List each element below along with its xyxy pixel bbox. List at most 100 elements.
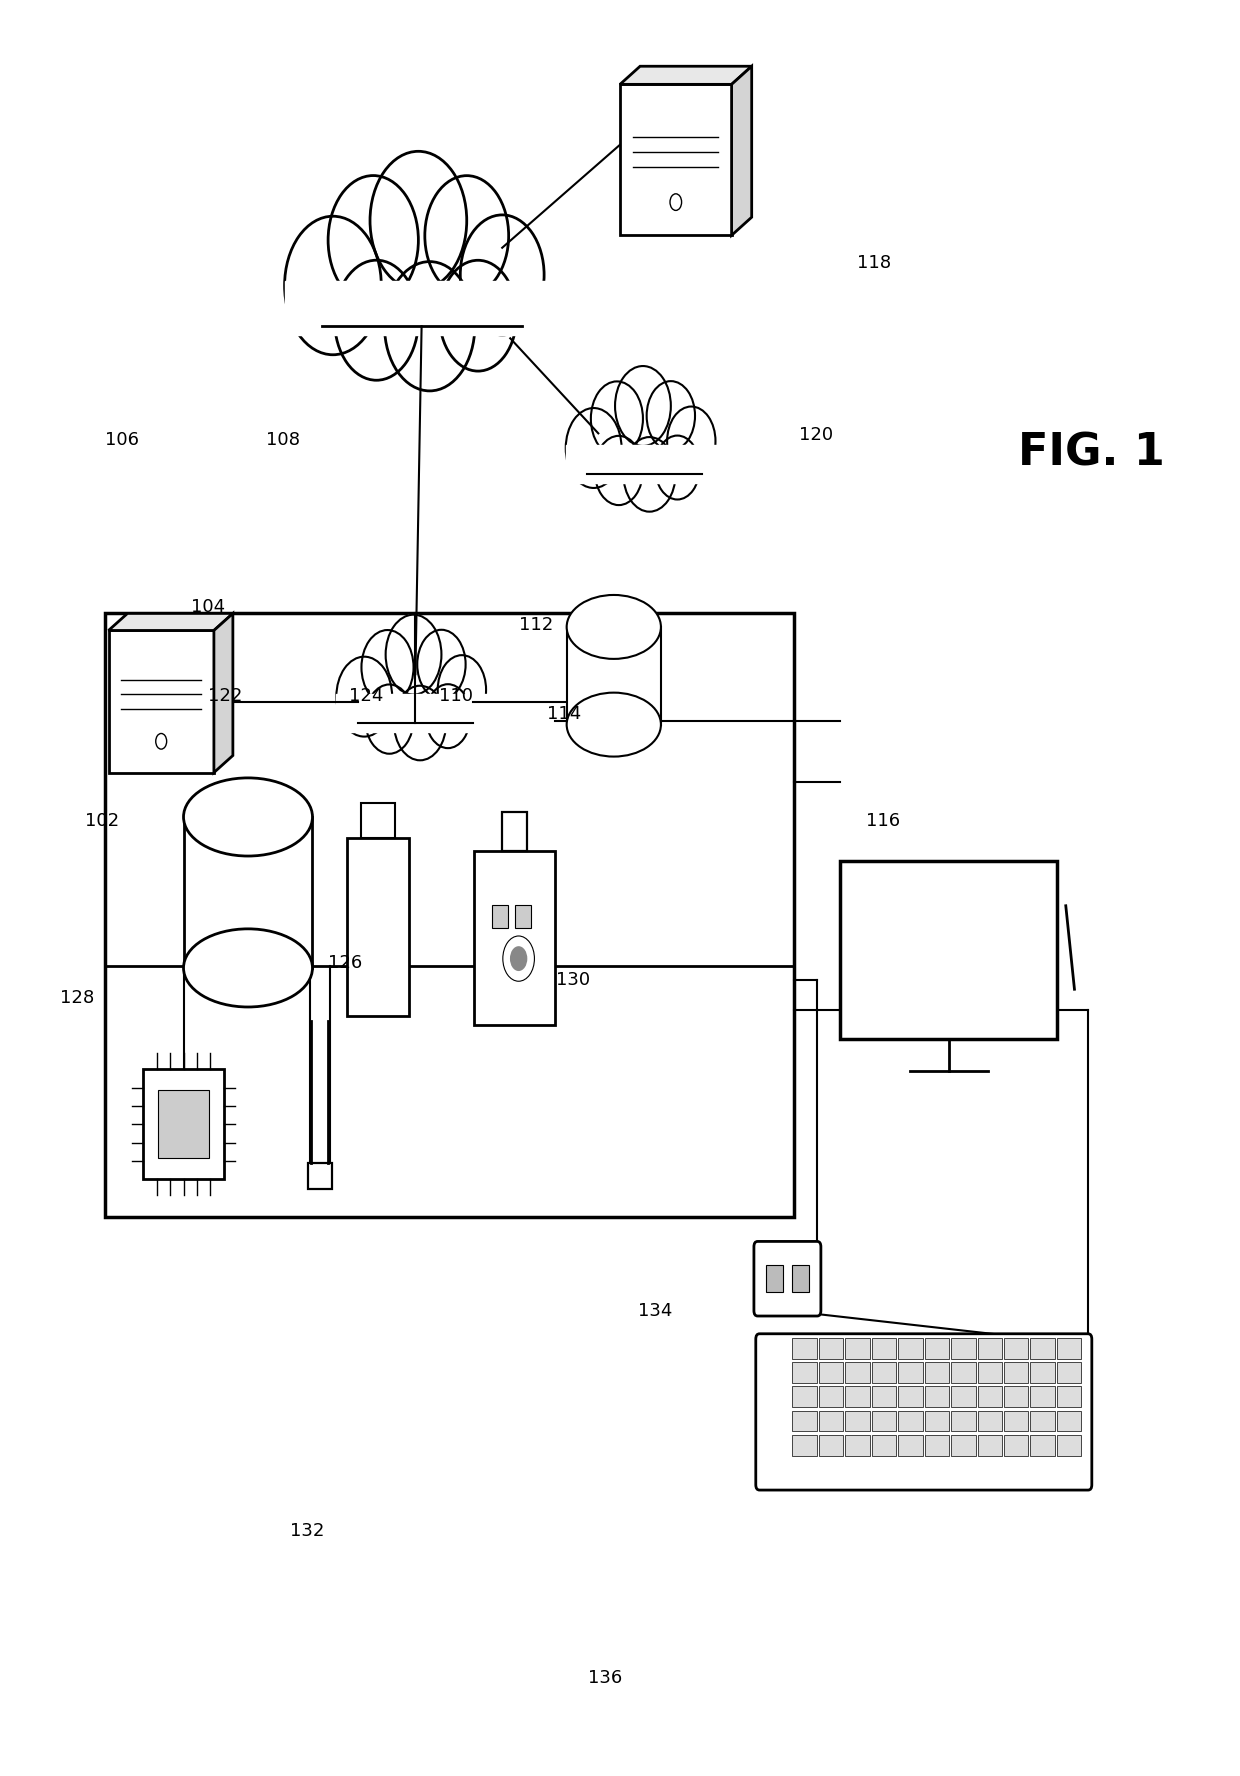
Text: 130: 130 <box>556 971 590 989</box>
Circle shape <box>370 151 466 289</box>
Polygon shape <box>620 83 732 236</box>
FancyBboxPatch shape <box>1030 1387 1055 1407</box>
FancyBboxPatch shape <box>754 1241 821 1316</box>
FancyBboxPatch shape <box>184 817 312 968</box>
FancyBboxPatch shape <box>818 1337 843 1359</box>
Circle shape <box>417 630 466 700</box>
FancyBboxPatch shape <box>818 1435 843 1456</box>
Ellipse shape <box>567 693 661 757</box>
FancyBboxPatch shape <box>792 1265 808 1293</box>
FancyBboxPatch shape <box>1004 1387 1028 1407</box>
Circle shape <box>365 684 414 753</box>
FancyBboxPatch shape <box>925 1435 949 1456</box>
Circle shape <box>386 614 441 694</box>
FancyBboxPatch shape <box>872 1387 897 1407</box>
Text: 114: 114 <box>547 705 582 723</box>
Circle shape <box>655 435 699 499</box>
Text: 136: 136 <box>588 1669 622 1687</box>
Text: 122: 122 <box>208 687 243 705</box>
FancyBboxPatch shape <box>792 1362 817 1384</box>
Text: 110: 110 <box>439 687 474 705</box>
FancyBboxPatch shape <box>818 1387 843 1407</box>
Circle shape <box>615 366 671 446</box>
FancyBboxPatch shape <box>872 1337 897 1359</box>
FancyBboxPatch shape <box>756 1334 1092 1490</box>
FancyBboxPatch shape <box>951 1337 976 1359</box>
FancyBboxPatch shape <box>1056 1387 1081 1407</box>
FancyBboxPatch shape <box>285 281 558 336</box>
FancyBboxPatch shape <box>1004 1435 1028 1456</box>
FancyBboxPatch shape <box>977 1362 1002 1384</box>
Circle shape <box>439 261 517 371</box>
FancyBboxPatch shape <box>872 1362 897 1384</box>
FancyBboxPatch shape <box>925 1362 949 1384</box>
Text: 106: 106 <box>104 432 139 449</box>
FancyBboxPatch shape <box>766 1265 782 1293</box>
Text: 128: 128 <box>60 989 94 1007</box>
Circle shape <box>438 655 486 725</box>
FancyBboxPatch shape <box>1030 1410 1055 1431</box>
FancyBboxPatch shape <box>977 1435 1002 1456</box>
Circle shape <box>335 261 418 380</box>
Circle shape <box>624 437 676 511</box>
FancyBboxPatch shape <box>1004 1410 1028 1431</box>
FancyBboxPatch shape <box>951 1435 976 1456</box>
Ellipse shape <box>567 595 661 659</box>
FancyBboxPatch shape <box>872 1435 897 1456</box>
FancyBboxPatch shape <box>872 1410 897 1431</box>
Circle shape <box>384 261 475 391</box>
Circle shape <box>667 407 715 476</box>
FancyBboxPatch shape <box>144 1069 223 1179</box>
Ellipse shape <box>184 929 312 1007</box>
Circle shape <box>156 733 166 749</box>
FancyBboxPatch shape <box>515 906 531 929</box>
FancyBboxPatch shape <box>792 1410 817 1431</box>
Circle shape <box>510 947 527 971</box>
FancyBboxPatch shape <box>347 838 409 1016</box>
FancyBboxPatch shape <box>792 1435 817 1456</box>
FancyBboxPatch shape <box>846 1362 869 1384</box>
Polygon shape <box>215 613 233 773</box>
FancyBboxPatch shape <box>1030 1337 1055 1359</box>
FancyBboxPatch shape <box>818 1362 843 1384</box>
Ellipse shape <box>184 778 312 856</box>
Text: FIG. 1: FIG. 1 <box>1018 432 1164 474</box>
Circle shape <box>425 176 508 297</box>
FancyBboxPatch shape <box>898 1362 923 1384</box>
FancyBboxPatch shape <box>925 1410 949 1431</box>
Polygon shape <box>109 613 233 630</box>
Circle shape <box>394 686 446 760</box>
FancyBboxPatch shape <box>846 1337 869 1359</box>
Text: 112: 112 <box>518 616 553 634</box>
FancyBboxPatch shape <box>925 1337 949 1359</box>
FancyBboxPatch shape <box>1030 1435 1055 1456</box>
FancyBboxPatch shape <box>977 1337 1002 1359</box>
FancyBboxPatch shape <box>1056 1337 1081 1359</box>
Text: 102: 102 <box>84 812 119 829</box>
FancyBboxPatch shape <box>898 1387 923 1407</box>
FancyBboxPatch shape <box>105 613 794 1217</box>
FancyBboxPatch shape <box>846 1435 869 1456</box>
FancyBboxPatch shape <box>846 1387 869 1407</box>
Circle shape <box>284 217 382 355</box>
FancyBboxPatch shape <box>361 803 396 838</box>
FancyBboxPatch shape <box>1030 1362 1055 1384</box>
Circle shape <box>460 215 544 336</box>
Circle shape <box>565 408 621 488</box>
FancyBboxPatch shape <box>846 1410 869 1431</box>
FancyBboxPatch shape <box>474 851 556 1025</box>
Text: 124: 124 <box>348 687 383 705</box>
Text: 120: 120 <box>799 426 833 444</box>
FancyBboxPatch shape <box>925 1387 949 1407</box>
FancyBboxPatch shape <box>792 1337 817 1359</box>
FancyBboxPatch shape <box>898 1435 923 1456</box>
FancyBboxPatch shape <box>818 1410 843 1431</box>
Text: 108: 108 <box>265 432 300 449</box>
FancyBboxPatch shape <box>977 1410 1002 1431</box>
FancyBboxPatch shape <box>1004 1362 1028 1384</box>
Circle shape <box>503 936 534 982</box>
Circle shape <box>647 382 694 451</box>
Text: 104: 104 <box>191 599 226 616</box>
Circle shape <box>591 382 642 456</box>
Text: 126: 126 <box>327 954 362 971</box>
